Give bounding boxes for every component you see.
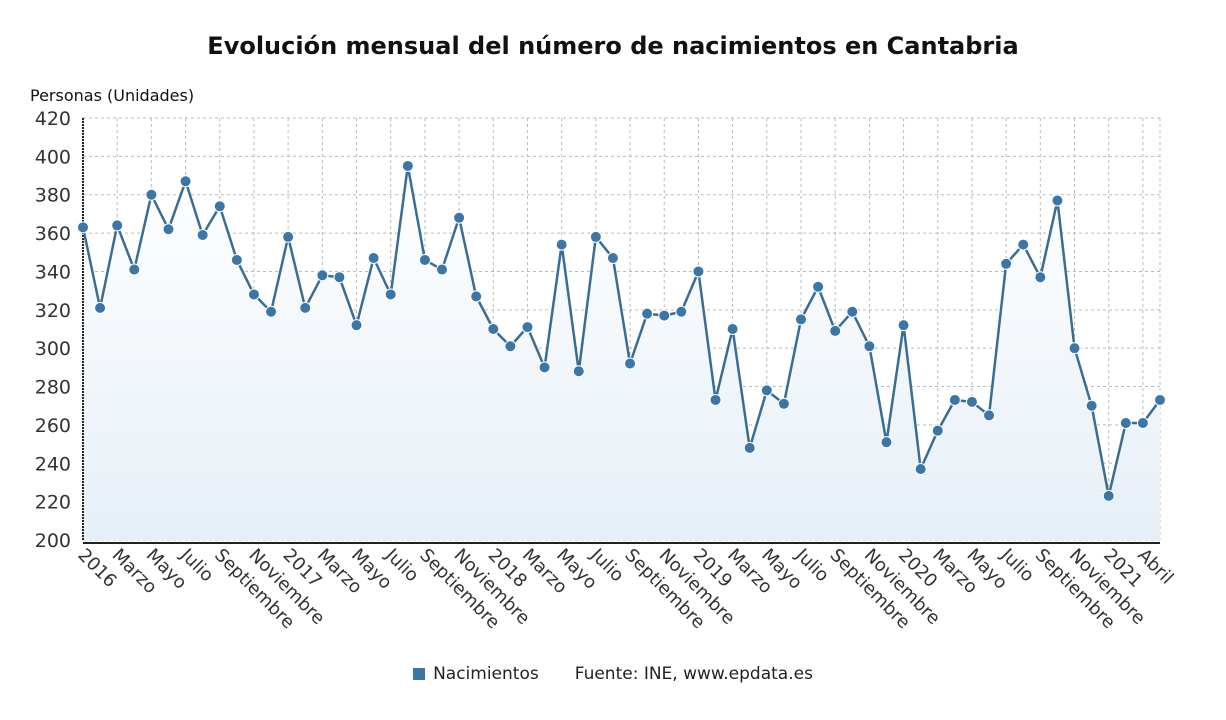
data-point [1000,257,1013,270]
data-point [948,393,961,406]
data-point [795,313,807,326]
y-tick-label: 340 [35,261,71,283]
data-point [641,307,654,320]
data-point [247,288,260,301]
data-point [384,288,397,301]
data-point [436,263,448,276]
data-point [316,269,329,282]
y-tick-label: 200 [35,530,71,552]
y-tick-label: 320 [35,300,71,322]
data-point [829,324,842,337]
data-point [453,211,466,224]
data-point [504,340,517,353]
series-line [81,165,1162,497]
data-point [1136,416,1149,429]
y-tick-label: 260 [35,415,71,437]
data-point [299,301,312,314]
data-point [1051,194,1064,207]
data-point [521,321,534,334]
legend-swatch [413,668,426,680]
data-point [538,361,551,374]
data-point [692,265,705,278]
data-point [179,175,192,188]
data-point [1119,416,1132,429]
data-point [350,319,363,332]
y-tick-label: 360 [35,223,71,245]
data-point [983,409,996,422]
data-point [572,365,585,378]
data-point [1034,271,1047,284]
legend-label: Nacimientos [433,664,539,684]
data-point [1154,393,1166,406]
data-point [675,305,688,318]
data-point [965,395,978,408]
data-point [1085,399,1098,412]
data-point [624,357,637,370]
data-point [333,271,346,284]
y-tick-label: 280 [35,377,71,399]
data-point [1102,489,1115,502]
data-point [367,252,380,265]
chart-title: Evolución mensual del número de nacimien… [207,32,1019,60]
data-point [760,384,773,397]
data-point [555,238,568,251]
y-tick-label: 380 [35,185,71,207]
data-point [162,223,175,236]
data-point [128,263,141,276]
data-point [77,221,89,234]
data-point [606,252,619,265]
data-point [230,253,243,266]
y-tick-label: 400 [35,146,71,168]
legend: Nacimientos Fuente: INE, www.epdata.es [0,664,1226,684]
data-point [743,441,756,454]
data-point [658,309,671,322]
data-point [777,397,790,410]
data-point [213,200,226,213]
data-point [401,159,414,172]
source-note: Fuente: INE, www.epdata.es [574,664,813,684]
y-tick-label: 240 [35,453,71,475]
data-point [914,463,927,476]
y-axis-label: Personas (Unidades) [30,86,195,105]
data-point [111,219,124,232]
data-point [897,319,910,332]
data-point [145,188,158,201]
data-point [282,230,295,243]
data-point [1068,342,1081,355]
data-point [1017,238,1030,251]
data-point [812,280,825,293]
data-point [470,290,483,303]
y-tick-label: 300 [35,338,71,360]
data-point [880,436,893,449]
data-point [265,305,278,318]
data-point [196,229,209,242]
data-point [863,340,876,353]
y-tick-label: 420 [35,108,71,130]
data-point [846,305,859,318]
data-point [487,323,500,335]
data-point [589,230,602,243]
data-point [931,424,944,437]
data-point [726,323,739,335]
data-point [94,301,107,314]
data-point [418,253,431,266]
data-point [709,393,722,406]
x-tick-label: 2016 [73,545,120,592]
y-tick-label: 220 [35,492,71,514]
series-area [83,165,1160,541]
